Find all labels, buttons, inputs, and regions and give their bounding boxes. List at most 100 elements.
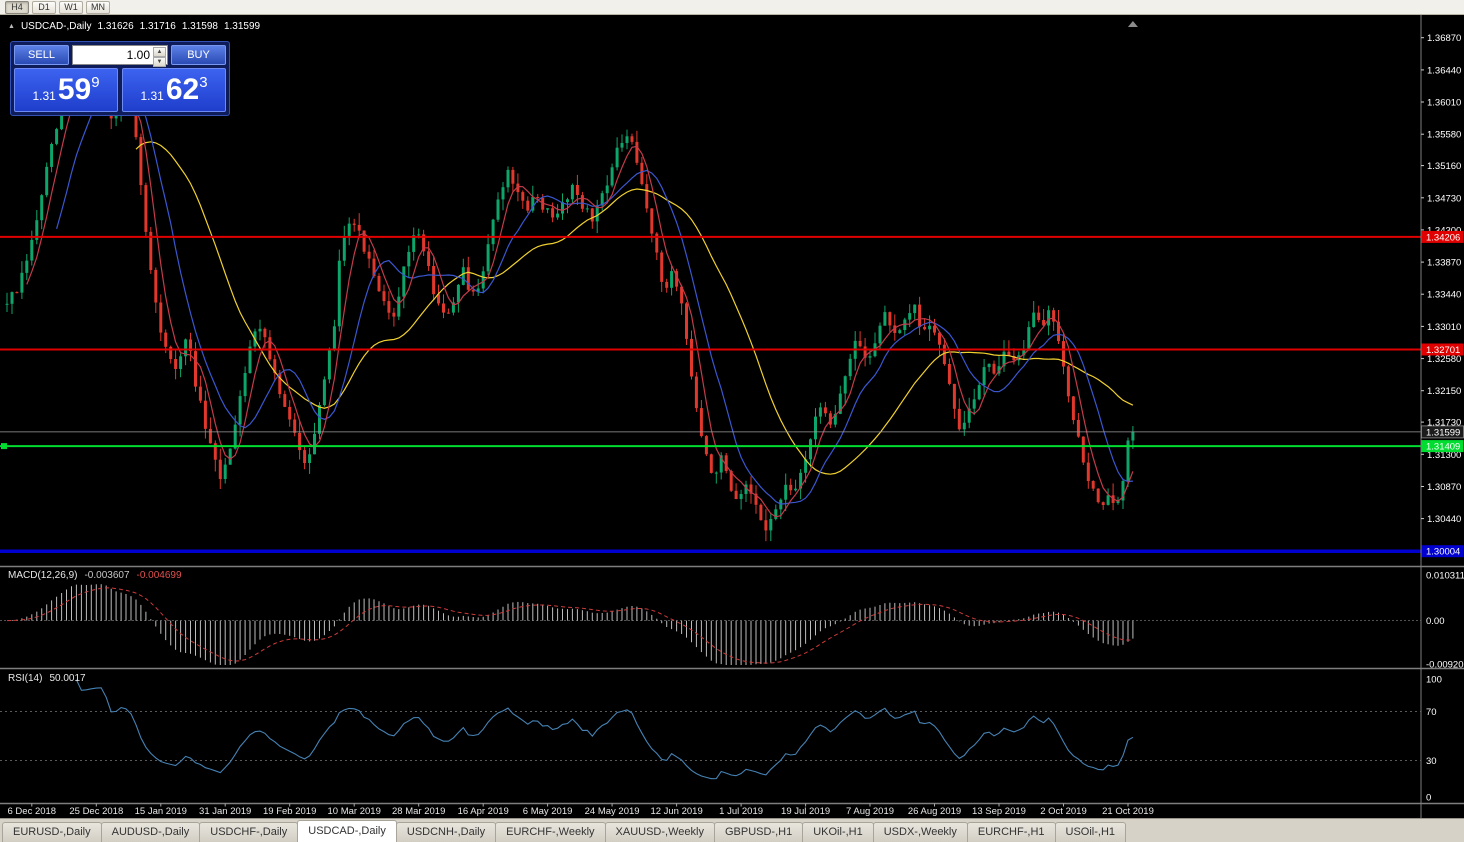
price-chart-svg[interactable]: 1.36870 1.36440 1.36010 1.35580 1.35160 1.347…: [0, 15, 1464, 818]
tab-eurchf-weekly[interactable]: EURCHF-,Weekly: [495, 822, 606, 842]
timeframe-h4-button[interactable]: H4: [5, 0, 29, 14]
svg-text:1.35160: 1.35160: [1427, 161, 1461, 172]
svg-text:1.31730: 1.31730: [1427, 418, 1461, 429]
tab-gbpusd-h1[interactable]: GBPUSD-,H1: [713, 822, 804, 842]
date-axis: 6 Dec 2018 25 Dec 2018 15 Jan 2019 31 Jan 2…: [8, 803, 1154, 817]
svg-text:13 Sep 2019: 13 Sep 2019: [972, 806, 1026, 817]
svg-text:1.32580: 1.32580: [1427, 354, 1461, 365]
svg-text:10 Mar 2019: 10 Mar 2019: [328, 806, 381, 817]
volume-down-icon[interactable]: ▼: [153, 57, 166, 67]
close-value: 1.31599: [223, 21, 261, 32]
svg-text:19 Feb 2019: 19 Feb 2019: [263, 806, 316, 817]
axis-price-label: 1.34206: [1421, 230, 1464, 243]
axis-price-label: 1.30004: [1421, 545, 1464, 558]
svg-text:1.33440: 1.33440: [1427, 290, 1461, 301]
symbol-label: USDCAD-,Daily: [20, 21, 92, 32]
sell-price-sup: 9: [91, 74, 100, 91]
svg-text:21 Oct 2019: 21 Oct 2019: [1102, 806, 1154, 817]
macd-signal-value: -0.004699: [136, 570, 182, 581]
svg-text:0.010311: 0.010311: [1426, 571, 1464, 582]
svg-text:1.31599: 1.31599: [1426, 427, 1460, 438]
buy-button[interactable]: BUY: [171, 45, 226, 65]
rsi-name: RSI(14): [8, 673, 43, 684]
chart-shift-marker[interactable]: [1127, 21, 1138, 27]
svg-text:30: 30: [1426, 756, 1437, 767]
svg-text:1.33010: 1.33010: [1427, 322, 1461, 333]
svg-text:1.35580: 1.35580: [1427, 130, 1461, 141]
macd-histogram: [11, 584, 1134, 665]
ma-mid-blue: [56, 87, 1133, 505]
macd-indicator-label: MACD(12,26,9) -0.003607 -0.004699: [8, 570, 182, 581]
rsi-line: [75, 679, 1134, 780]
axis-price-label: 1.31599: [1421, 425, 1464, 438]
svg-text:1 Jul 2019: 1 Jul 2019: [719, 806, 763, 817]
svg-text:1.36010: 1.36010: [1427, 98, 1461, 109]
timeframe-d1-button[interactable]: D1: [32, 0, 56, 14]
volume-input[interactable]: [73, 46, 167, 64]
svg-text:24 May 2019: 24 May 2019: [585, 806, 640, 817]
symbol-ohlc-header: ▲ USDCAD-,Daily 1.31626 1.31716 1.31598 …: [8, 21, 260, 32]
svg-text:1.33870: 1.33870: [1427, 258, 1461, 269]
macd-value: -0.003607: [84, 570, 130, 581]
tab-ukoil-h1[interactable]: UKOil-,H1: [802, 822, 874, 842]
collapse-arrow-icon[interactable]: ▲: [8, 23, 15, 30]
svg-text:1.31300: 1.31300: [1427, 450, 1461, 461]
buy-price-prefix: 1.31: [140, 89, 164, 103]
svg-text:1.36440: 1.36440: [1427, 65, 1461, 76]
sell-price-big: 59: [57, 73, 92, 106]
candles-group: [5, 54, 1135, 542]
tab-usdchf-daily[interactable]: USDCHF-,Daily: [199, 822, 299, 842]
volume-field: ▲ ▼: [72, 45, 168, 67]
sell-price-display[interactable]: 1.31 59 9: [14, 68, 118, 112]
sell-button[interactable]: SELL: [14, 45, 69, 65]
svg-text:28 Mar 2019: 28 Mar 2019: [392, 806, 445, 817]
tab-usdcad-daily[interactable]: USDCAD-,Daily: [297, 820, 397, 842]
one-click-trading-panel: SELL ▲ ▼ BUY 1.31 59 9 1.31 62 3: [10, 41, 230, 116]
tab-usdcnh-daily[interactable]: USDCNH-,Daily: [395, 822, 497, 842]
svg-text:19 Jul 2019: 19 Jul 2019: [781, 806, 830, 817]
low-value: 1.31598: [181, 21, 218, 32]
buy-price-display[interactable]: 1.31 62 3: [122, 68, 226, 112]
svg-text:6 Dec 2018: 6 Dec 2018: [8, 806, 57, 817]
svg-text:6 May 2019: 6 May 2019: [523, 806, 573, 817]
axis-price-label: 1.31409: [1421, 440, 1464, 453]
svg-text:0.00: 0.00: [1426, 616, 1445, 627]
ma-fast-red: [26, 77, 1134, 518]
chart-tabs-bar: EURUSD-,Daily AUDUSD-,Daily USDCHF-,Dail…: [0, 818, 1464, 842]
svg-text:1.34206: 1.34206: [1426, 232, 1460, 243]
timeframe-toolbar: H4 D1 W1 MN: [0, 0, 1464, 15]
buy-price-sup: 3: [199, 74, 208, 91]
tab-usoil-h1[interactable]: USOil-,H1: [1054, 822, 1127, 842]
sell-price-prefix: 1.31: [32, 89, 56, 103]
svg-text:-0.009203: -0.009203: [1426, 660, 1464, 671]
volume-spinner: ▲ ▼: [153, 47, 166, 67]
svg-text:1.30440: 1.30440: [1427, 514, 1461, 525]
svg-text:1.30870: 1.30870: [1427, 482, 1461, 493]
macd-name: MACD(12,26,9): [8, 570, 78, 581]
chart-area[interactable]: 1.36870 1.36440 1.36010 1.35580 1.35160 1.347…: [0, 15, 1464, 818]
svg-text:1.34730: 1.34730: [1427, 193, 1461, 204]
buy-price-big: 62: [165, 73, 200, 106]
svg-text:7 Aug 2019: 7 Aug 2019: [846, 806, 894, 817]
timeframe-w1-button[interactable]: W1: [59, 0, 83, 14]
volume-up-icon[interactable]: ▲: [153, 47, 166, 57]
ma-slow-yellow: [135, 141, 1134, 475]
tab-usdx-weekly[interactable]: USDX-,Weekly: [872, 822, 968, 842]
svg-text:15 Jan 2019: 15 Jan 2019: [135, 806, 187, 817]
timeframe-mn-button[interactable]: MN: [86, 0, 110, 14]
tab-eurchf-h1[interactable]: EURCHF-,H1: [966, 822, 1056, 842]
tab-xauusd-weekly[interactable]: XAUUSD-,Weekly: [604, 822, 715, 842]
svg-text:1.32150: 1.32150: [1427, 386, 1461, 397]
hline-handle[interactable]: [1, 443, 7, 450]
high-value: 1.31716: [139, 21, 176, 32]
rsi-indicator-label: RSI(14) 50.0017: [8, 673, 86, 684]
svg-text:70: 70: [1426, 707, 1437, 718]
svg-text:100: 100: [1426, 675, 1442, 686]
svg-text:1.36870: 1.36870: [1427, 33, 1461, 44]
svg-text:25 Dec 2018: 25 Dec 2018: [69, 806, 123, 817]
tab-eurusd-daily[interactable]: EURUSD-,Daily: [2, 822, 102, 842]
svg-text:1.31409: 1.31409: [1426, 442, 1460, 453]
svg-text:12 Jun 2019: 12 Jun 2019: [650, 806, 702, 817]
svg-text:0: 0: [1426, 793, 1431, 804]
tab-audusd-daily[interactable]: AUDUSD-,Daily: [100, 822, 201, 842]
